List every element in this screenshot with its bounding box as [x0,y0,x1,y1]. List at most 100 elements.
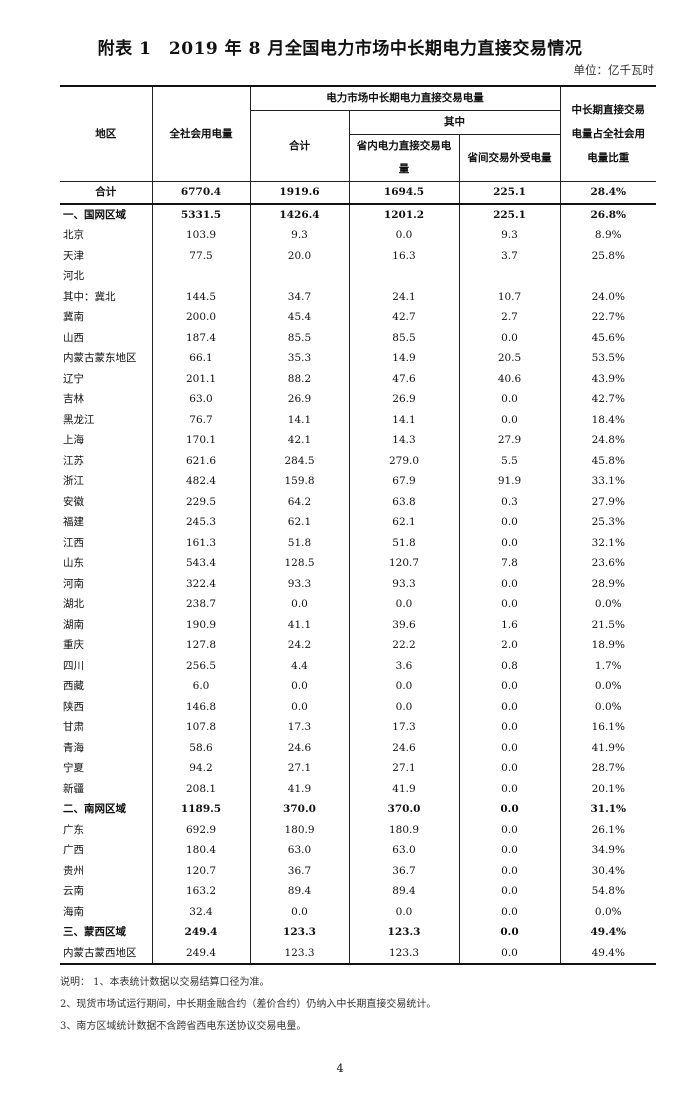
table-row: 二、南网区域 1189.5 370.0 370.0 0.0 31.1% [60,799,657,820]
cell-region: 西藏 [60,676,153,697]
cell-intra: 1694.5 [348,181,460,205]
cell-region: 新疆 [60,778,153,799]
cell-inter: 91.9 [458,471,561,492]
cell-total: 4.4 [249,655,350,676]
cell-intra: 1201.2 [348,203,460,225]
cell-share: 21.5% [559,614,657,635]
table-row: 合计 6770.4 1919.6 1694.5 225.1 28.4% [60,181,657,205]
cell-intra: 14.1 [348,409,460,430]
cell-intra: 36.7 [348,860,460,881]
table-row: 陕西 146.8 0.0 0.0 0.0 0.0% [60,696,657,717]
cell-inter: 0.0 [458,799,561,820]
table-row: 冀南 200.0 45.4 42.7 2.7 22.7% [60,307,657,328]
table-row: 天津 77.5 20.0 16.3 3.7 25.8% [60,245,657,266]
cell-total: 24.2 [249,635,350,656]
cell-region: 陕西 [60,696,153,717]
cell-inter: 0.0 [458,778,561,799]
cell-consumption: 1189.5 [151,799,251,820]
cell-consumption: 238.7 [151,594,251,615]
cell-total: 35.3 [249,348,350,369]
cell-consumption: 692.9 [151,819,251,840]
cell-consumption: 245.3 [151,512,251,533]
cell-total: 36.7 [249,860,350,881]
cell-region: 北京 [60,225,153,246]
header-share: 中长期直接交易电量占全社会用电量比重 [559,85,657,182]
notes: 说明： 1、本表统计数据以交易结算口径为准。 2、现货市场试运行期间，中长期金融… [60,972,436,1038]
cell-intra: 3.6 [348,655,460,676]
cell-share: 25.8% [559,245,657,266]
header-group: 电力市场中长期电力直接交易电量 [249,85,561,111]
table-row: 新疆 208.1 41.9 41.9 0.0 20.1% [60,778,657,799]
cell-share [559,266,657,287]
table-row: 青海 58.6 24.6 24.6 0.0 41.9% [60,737,657,758]
cell-consumption: 190.9 [151,614,251,635]
cell-region: 江苏 [60,450,153,471]
cell-share: 16.1% [559,717,657,738]
cell-region: 浙江 [60,471,153,492]
cell-consumption: 163.2 [151,881,251,902]
table-row: 广西 180.4 63.0 63.0 0.0 34.9% [60,840,657,861]
cell-region: 广西 [60,840,153,861]
table-row: 河南 322.4 93.3 93.3 0.0 28.9% [60,573,657,594]
cell-consumption: 77.5 [151,245,251,266]
cell-intra: 85.5 [348,327,460,348]
cell-intra: 16.3 [348,245,460,266]
cell-total: 26.9 [249,389,350,410]
cell-consumption [151,266,251,287]
header-total: 合计 [249,110,350,182]
table-row: 其中：冀北 144.5 34.7 24.1 10.7 24.0% [60,286,657,307]
cell-consumption: 6770.4 [151,181,251,205]
cell-consumption: 621.6 [151,450,251,471]
cell-share: 0.0% [559,594,657,615]
cell-inter: 0.0 [458,819,561,840]
cell-intra: 89.4 [348,881,460,902]
cell-total: 34.7 [249,286,350,307]
cell-inter: 0.0 [458,942,561,965]
cell-consumption: 127.8 [151,635,251,656]
table-row: 西藏 6.0 0.0 0.0 0.0 0.0% [60,676,657,697]
cell-consumption: 249.4 [151,942,251,965]
table-row: 山西 187.4 85.5 85.5 0.0 45.6% [60,327,657,348]
cell-total [249,266,350,287]
cell-total: 93.3 [249,573,350,594]
cell-share: 27.9% [559,491,657,512]
cell-intra: 26.9 [348,389,460,410]
table-row: 宁夏 94.2 27.1 27.1 0.0 28.7% [60,758,657,779]
cell-consumption: 63.0 [151,389,251,410]
cell-region: 山东 [60,553,153,574]
unit-label: 单位：亿千瓦时 [573,63,655,77]
cell-inter: 0.0 [458,860,561,881]
cell-region: 黑龙江 [60,409,153,430]
cell-consumption: 32.4 [151,901,251,922]
cell-total: 42.1 [249,430,350,451]
cell-consumption: 180.4 [151,840,251,861]
cell-inter: 0.0 [458,389,561,410]
cell-share: 43.9% [559,368,657,389]
table-row: 河北 [60,266,657,287]
header-consumption: 全社会用电量 [151,85,251,182]
cell-share: 28.9% [559,573,657,594]
cell-consumption: 161.3 [151,532,251,553]
cell-consumption: 208.1 [151,778,251,799]
cell-region: 一、国网区域 [60,203,153,225]
cell-consumption: 256.5 [151,655,251,676]
cell-consumption: 146.8 [151,696,251,717]
cell-total: 1426.4 [249,203,350,225]
cell-consumption: 107.8 [151,717,251,738]
note-2: 2、现货市场试运行期间，中长期金融合约（差价合约）仍纳入中长期直接交易统计。 [60,999,437,1010]
cell-intra: 24.1 [348,286,460,307]
cell-region: 其中：冀北 [60,286,153,307]
cell-intra: 0.0 [348,676,460,697]
cell-intra: 27.1 [348,758,460,779]
cell-region: 内蒙古蒙东地区 [60,348,153,369]
cell-total: 9.3 [249,225,350,246]
cell-inter: 0.0 [458,758,561,779]
cell-share: 26.1% [559,819,657,840]
cell-inter: 7.8 [458,553,561,574]
header-region: 地区 [60,85,153,182]
table-row: 福建 245.3 62.1 62.1 0.0 25.3% [60,512,657,533]
cell-inter: 0.0 [458,881,561,902]
cell-intra: 370.0 [348,799,460,820]
cell-consumption: 200.0 [151,307,251,328]
cell-inter: 5.5 [458,450,561,471]
